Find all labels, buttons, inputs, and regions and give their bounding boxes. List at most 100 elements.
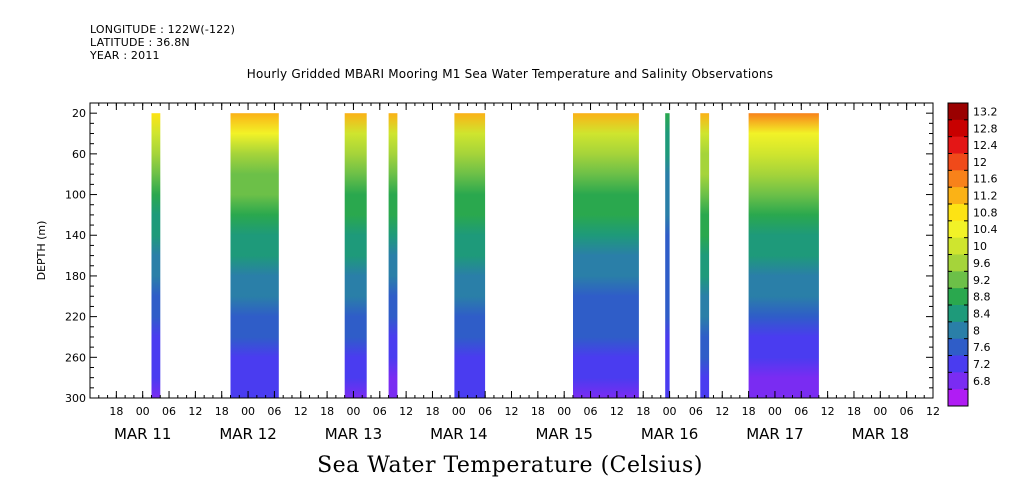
longitude-label: LONGITUDE : 122W(-122): [90, 23, 236, 36]
colorbar-swatch: [948, 153, 968, 171]
colorbar-label: 8.8: [973, 291, 991, 304]
data-segment: [748, 113, 819, 398]
colorbar-swatch: [948, 305, 968, 323]
x-hour-tick-label: 18: [847, 405, 861, 418]
colorbar: 13.2 12.8 12.4 12 11.6 11.2 10.8 10.4 10 9.6 9.2 8.…: [947, 102, 998, 407]
x-hour-tick-label: 12: [821, 405, 835, 418]
colorbar-label: 7.6: [973, 341, 991, 354]
year-label: YEAR : 2011: [90, 49, 160, 62]
colorbar-label: 8.4: [973, 307, 991, 320]
data-segment: [665, 113, 670, 398]
data-segment: [151, 113, 161, 398]
y-tick-label: 260: [65, 351, 86, 364]
x-hour-tick-label: 00: [768, 405, 782, 418]
x-hour-tick-label: 18: [531, 405, 545, 418]
colorbar-label: 11.6: [973, 173, 998, 186]
colorbar-label: 7.2: [973, 358, 991, 371]
x-hour-tick-label: 00: [873, 405, 887, 418]
x-hour-tick-label: 00: [557, 405, 571, 418]
x-hour-tick-label: 18: [742, 405, 756, 418]
colorbar-swatch: [948, 389, 968, 407]
colorbar-swatch: [948, 372, 968, 390]
x-date-label: MAR 18: [852, 425, 909, 443]
x-hour-tick-label: 00: [346, 405, 360, 418]
x-hour-tick-label: 06: [373, 405, 387, 418]
colorbar-label: 11.2: [973, 190, 998, 203]
y-tick-label: 100: [65, 189, 86, 202]
colorbar-label: 12.4: [973, 139, 998, 152]
x-hour-tick-label: 06: [478, 405, 492, 418]
x-hour-tick-label: 06: [689, 405, 703, 418]
y-tick-label: 60: [72, 148, 86, 161]
x-date-label: MAR 13: [325, 425, 382, 443]
colorbar-swatch: [948, 170, 968, 188]
x-hour-tick-label: 12: [188, 405, 202, 418]
x-hour-tick-label: 12: [926, 405, 940, 418]
x-hour-tick-label: 18: [320, 405, 334, 418]
x-hour-tick-label: 06: [267, 405, 281, 418]
y-tick-label: 140: [65, 229, 86, 242]
y-tick-label: 300: [65, 392, 86, 405]
data-segment: [454, 113, 486, 398]
colorbar-label: 9.6: [973, 257, 991, 270]
x-hour-tick-label: 00: [663, 405, 677, 418]
colorbar-swatch: [948, 254, 968, 272]
y-tick-label: 180: [65, 270, 86, 283]
data-segment: [230, 113, 279, 398]
variable-title: Sea Water Temperature (Celsius): [317, 453, 703, 478]
x-hour-tick-label: 18: [109, 405, 123, 418]
x-hour-tick-label: 06: [584, 405, 598, 418]
x-hour-tick-label: 12: [505, 405, 519, 418]
data-segment: [573, 113, 639, 398]
latitude-label: LATITUDE : 36.8N: [90, 36, 190, 49]
x-hour-tick-label: 00: [452, 405, 466, 418]
colorbar-swatch: [948, 103, 968, 121]
x-hour-tick-label: 06: [162, 405, 176, 418]
colorbar-swatch: [948, 288, 968, 306]
colorbar-label: 13.2: [973, 105, 998, 118]
colorbar-swatch: [948, 237, 968, 255]
x-hour-tick-label: 00: [241, 405, 255, 418]
data-segment: [700, 113, 710, 398]
y-tick-label: 220: [65, 311, 86, 324]
colorbar-swatch: [948, 338, 968, 356]
x-hour-tick-label: 18: [425, 405, 439, 418]
colorbar-swatch: [948, 321, 968, 340]
colorbar-swatch: [948, 136, 968, 154]
x-hour-tick-label: 06: [900, 405, 914, 418]
colorbar-label: 10.4: [973, 223, 998, 236]
data-segments: [151, 113, 819, 398]
colorbar-label: 12.8: [973, 122, 998, 135]
colorbar-label: 10.8: [973, 206, 998, 219]
data-segment: [388, 113, 398, 398]
x-hour-tick-label: 18: [215, 405, 229, 418]
x-hour-tick-label: 12: [715, 405, 729, 418]
x-hour-tick-label: 06: [794, 405, 808, 418]
y-tick-label: 20: [72, 107, 86, 120]
x-hour-tick-label: 00: [136, 405, 150, 418]
colorbar-label: 10: [973, 240, 987, 253]
data-segment: [344, 113, 367, 398]
x-date-label: MAR 15: [535, 425, 592, 443]
x-date-label: MAR 11: [114, 425, 171, 443]
x-hour-tick-label: 12: [610, 405, 624, 418]
colorbar-swatch: [948, 355, 968, 373]
x-date-label: MAR 16: [641, 425, 698, 443]
x-date-label: MAR 14: [430, 425, 487, 443]
colorbar-swatch: [948, 220, 968, 239]
colorbar-swatch: [948, 204, 968, 222]
x-hour-tick-label: 18: [636, 405, 650, 418]
plot-axes: 18 00 06 12 18 00 06 12 18 00 06 12 18 00 06 12 18 00 06 12…: [35, 102, 940, 443]
x-hour-tick-label: 12: [294, 405, 308, 418]
colorbar-label: 9.2: [973, 274, 991, 287]
x-date-label: MAR 12: [219, 425, 276, 443]
y-axis-label: DEPTH (m): [35, 221, 48, 281]
x-date-label: MAR 17: [746, 425, 803, 443]
colorbar-label: 6.8: [973, 375, 991, 388]
colorbar-label: 8: [973, 324, 980, 337]
colorbar-label: 12: [973, 156, 987, 169]
colorbar-swatch: [948, 187, 968, 205]
colorbar-swatch: [948, 271, 968, 289]
colorbar-swatch: [948, 119, 968, 138]
